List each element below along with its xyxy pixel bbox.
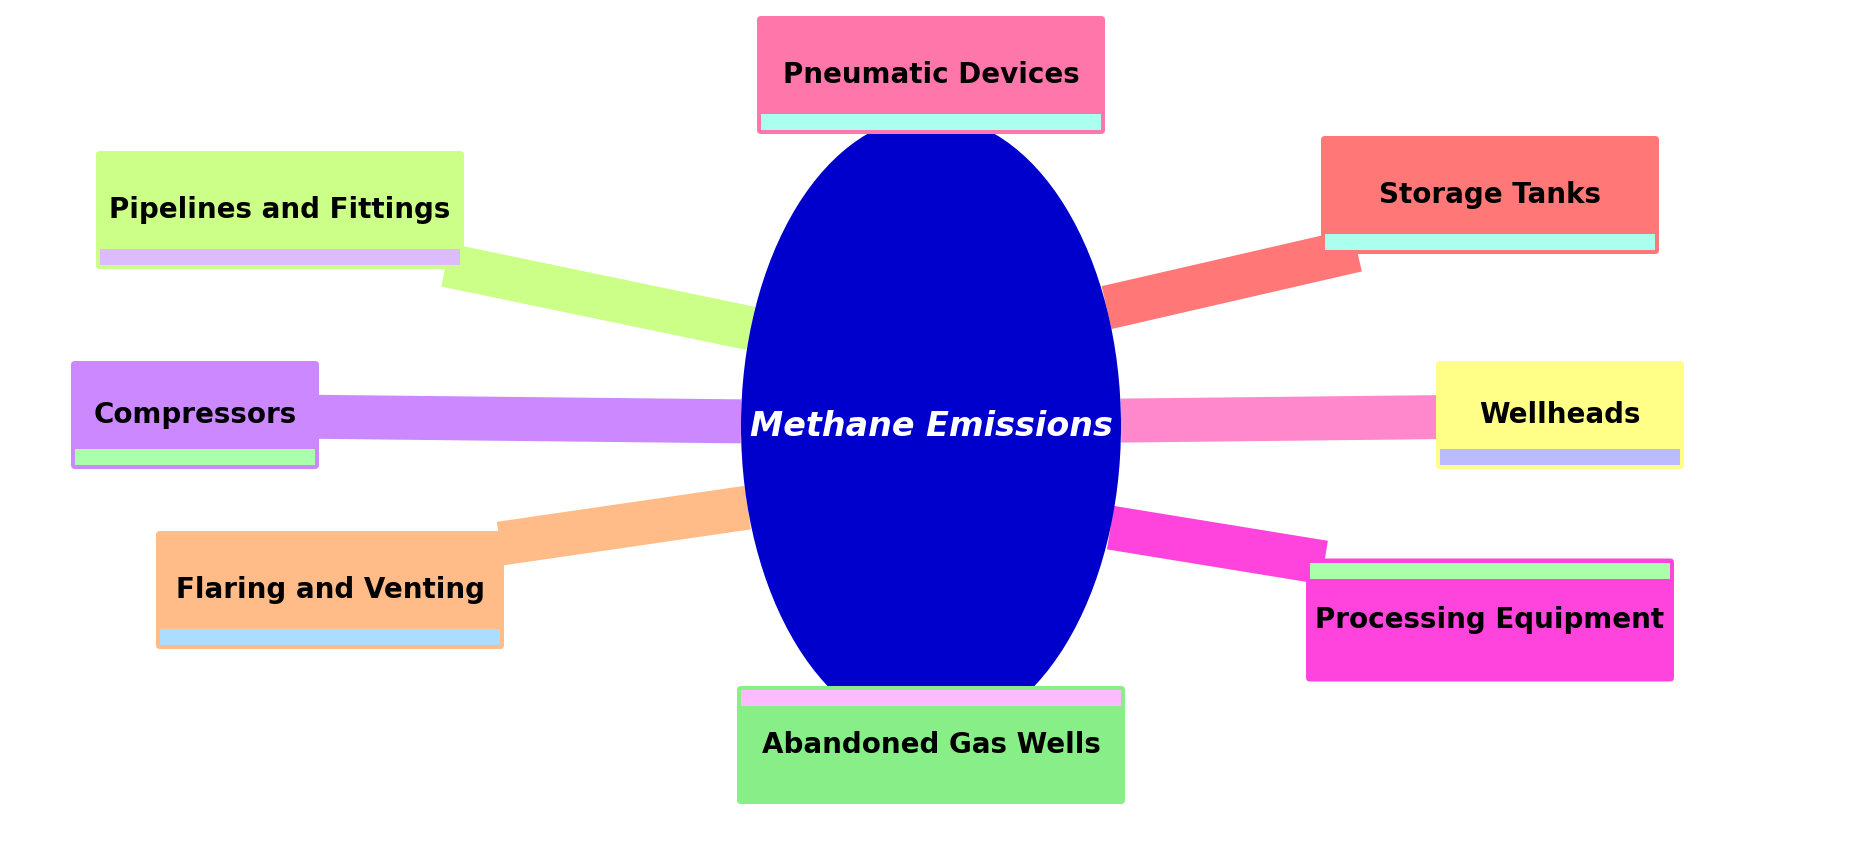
FancyBboxPatch shape	[1436, 361, 1683, 469]
FancyBboxPatch shape	[71, 361, 318, 469]
FancyBboxPatch shape	[1439, 449, 1680, 465]
Text: Abandoned Gas Wells: Abandoned Gas Wells	[762, 731, 1100, 759]
Polygon shape	[315, 394, 741, 443]
FancyBboxPatch shape	[758, 16, 1104, 134]
FancyBboxPatch shape	[1311, 562, 1670, 579]
Polygon shape	[909, 116, 953, 130]
FancyBboxPatch shape	[1320, 136, 1659, 254]
Text: Pneumatic Devices: Pneumatic Devices	[782, 61, 1080, 89]
FancyBboxPatch shape	[737, 686, 1125, 804]
Text: Methane Emissions: Methane Emissions	[750, 410, 1112, 442]
FancyBboxPatch shape	[101, 249, 460, 265]
FancyBboxPatch shape	[74, 449, 315, 465]
Polygon shape	[1121, 395, 1439, 442]
Ellipse shape	[741, 116, 1121, 736]
FancyBboxPatch shape	[1326, 234, 1655, 250]
Polygon shape	[1106, 506, 1328, 584]
Text: Wellheads: Wellheads	[1478, 401, 1640, 429]
Text: Compressors: Compressors	[93, 401, 296, 429]
FancyBboxPatch shape	[97, 151, 464, 269]
Polygon shape	[497, 486, 750, 566]
Polygon shape	[1102, 228, 1361, 329]
Text: Storage Tanks: Storage Tanks	[1380, 181, 1601, 209]
FancyBboxPatch shape	[156, 531, 505, 649]
Text: Flaring and Venting: Flaring and Venting	[175, 576, 484, 604]
FancyBboxPatch shape	[762, 114, 1100, 130]
Text: Pipelines and Fittings: Pipelines and Fittings	[110, 196, 451, 224]
Polygon shape	[441, 244, 756, 350]
Polygon shape	[909, 690, 953, 736]
FancyBboxPatch shape	[1305, 559, 1674, 682]
Text: Processing Equipment: Processing Equipment	[1315, 606, 1665, 634]
FancyBboxPatch shape	[160, 629, 501, 645]
FancyBboxPatch shape	[741, 690, 1121, 706]
